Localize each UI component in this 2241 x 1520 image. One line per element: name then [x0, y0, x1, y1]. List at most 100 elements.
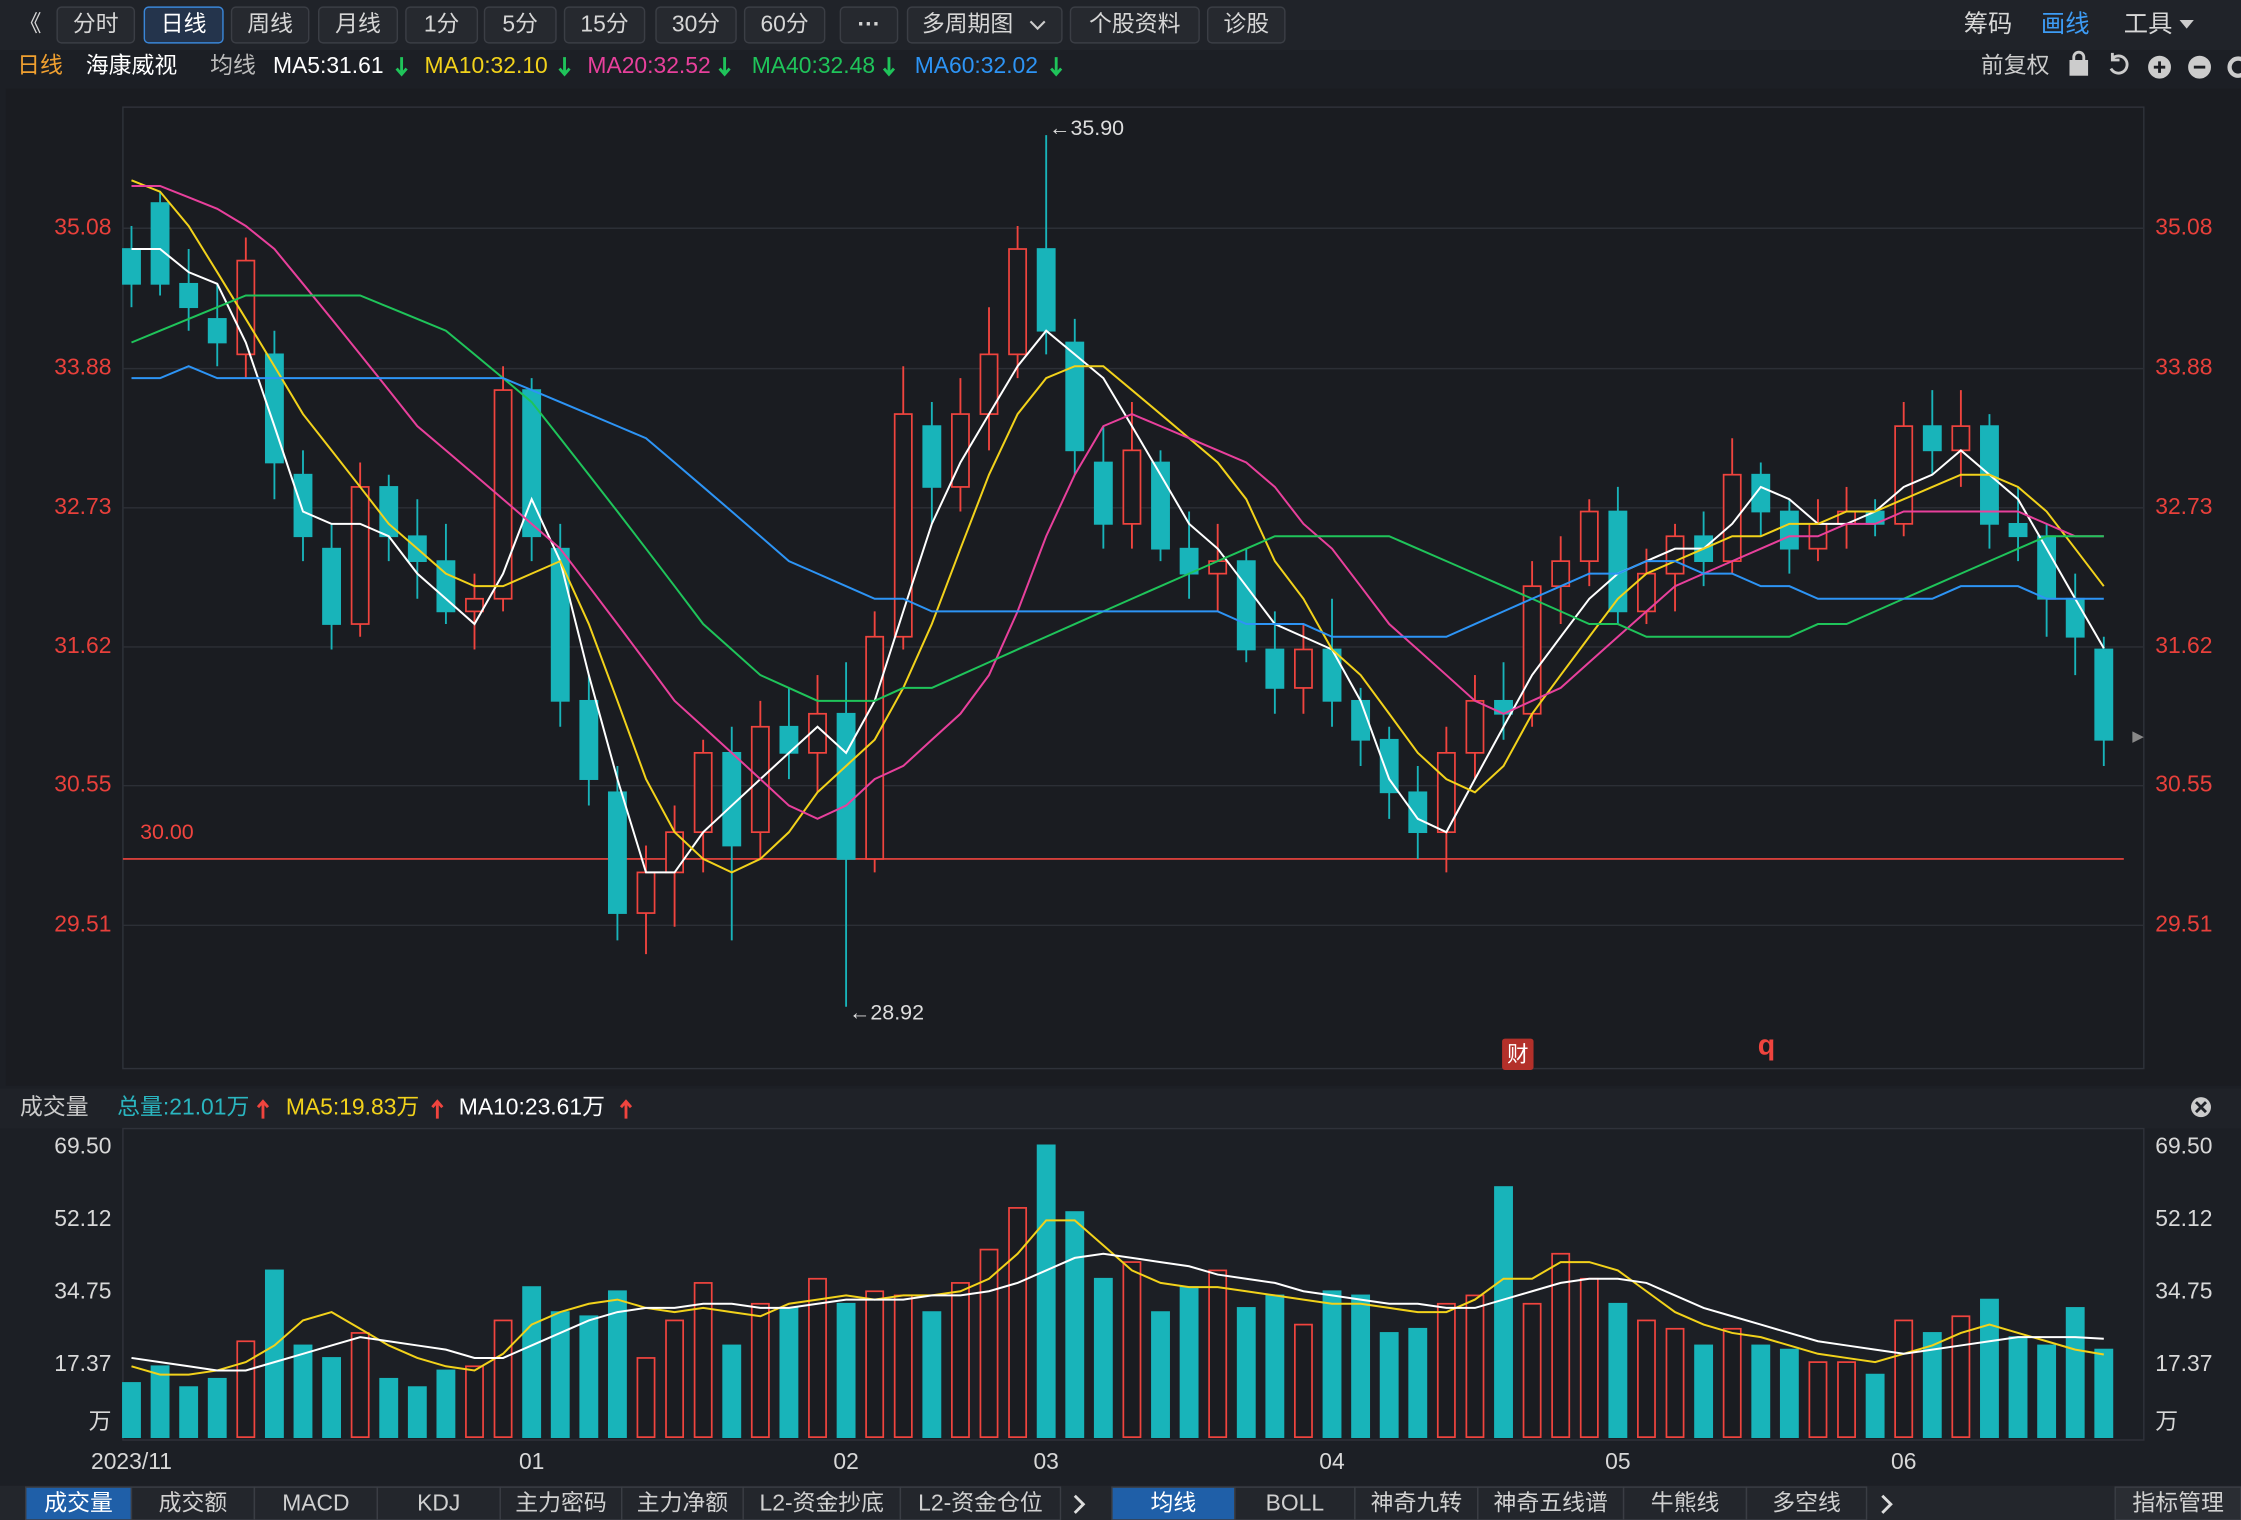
- candle-body: [1751, 473, 1771, 513]
- volume-bar: [1751, 1344, 1771, 1439]
- candle-body: [1551, 560, 1571, 588]
- candle-body: [236, 259, 256, 356]
- x-tick-label: 06: [1891, 1448, 1916, 1474]
- volume-bar: [1865, 1373, 1885, 1438]
- x-tick-label: 04: [1319, 1448, 1345, 1474]
- volume-bar: [607, 1290, 627, 1438]
- volume-plot-frame: [122, 1127, 2145, 1441]
- volume-bar: [722, 1344, 742, 1439]
- settings-icon[interactable]: [2227, 56, 2241, 78]
- q-marker: q: [1758, 1030, 1775, 1062]
- toolbar-button-label: 日线: [161, 11, 207, 37]
- toolbar-button-label: 诊股: [1223, 11, 1269, 37]
- volume-bar: [1436, 1302, 1456, 1438]
- indicator-tab-label: 主力密码: [515, 1489, 606, 1515]
- candle-body: [1779, 510, 1799, 550]
- indicator-tab[interactable]: [1354, 1486, 1479, 1520]
- toolbar-button[interactable]: [563, 6, 646, 44]
- toolbar-right-item[interactable]: 画线: [2041, 11, 2090, 38]
- lock-icon[interactable]: [2069, 60, 2089, 76]
- toolbar-button[interactable]: [143, 6, 224, 44]
- volume-bar: [836, 1302, 856, 1438]
- toolbar-button[interactable]: [839, 6, 899, 44]
- candle-body: [293, 473, 313, 538]
- toolbar-right-item[interactable]: 筹码: [1964, 11, 2013, 38]
- volume-bar: [1151, 1311, 1170, 1439]
- x-tick-label: 02: [833, 1448, 858, 1474]
- stock-name: 海康威视: [86, 52, 178, 78]
- toolbar-button[interactable]: [1069, 6, 1200, 44]
- ma-line: [131, 365, 2104, 638]
- candle-body: [893, 413, 913, 638]
- y-tick-label: 52.12: [54, 1205, 111, 1231]
- candle-body: [264, 353, 284, 464]
- candle-body: [1894, 425, 1914, 525]
- finance-marker-box[interactable]: [1502, 1038, 1534, 1070]
- indicator-tab[interactable]: [1477, 1486, 1625, 1520]
- volume-bar: [1551, 1252, 1571, 1439]
- volume-bar: [1779, 1348, 1799, 1438]
- period-label: 日线: [17, 52, 63, 78]
- volume-bar: [1894, 1319, 1914, 1439]
- volume-bar: [1522, 1302, 1542, 1438]
- indicator-tab-label: 均线: [1151, 1489, 1197, 1515]
- volume-bar: [1408, 1327, 1428, 1438]
- candle-body: [579, 699, 599, 780]
- chart-icons: [2069, 50, 2241, 79]
- y-tick-label-right: 29.51: [2155, 910, 2212, 936]
- indicator-tab[interactable]: [1111, 1486, 1236, 1520]
- y-tick-label: 29.51: [54, 910, 111, 936]
- volume-bar: [1065, 1211, 1085, 1438]
- manage-button[interactable]: [2114, 1486, 2241, 1520]
- x-tick-label: 2023/11: [91, 1448, 172, 1474]
- toolbar-button[interactable]: [405, 6, 479, 44]
- volume-bar: [893, 1294, 913, 1438]
- indicator-tab-label: 神奇五线谱: [1494, 1489, 1608, 1515]
- candle-body: [865, 635, 885, 860]
- toolbar-button[interactable]: [317, 6, 399, 44]
- y-tick-label-right: 35.08: [2155, 213, 2212, 239]
- volume-bar: [1637, 1319, 1656, 1439]
- candle-body: [1379, 738, 1399, 794]
- tab-scroll[interactable]: [1881, 1494, 1893, 1514]
- volume-bar: [1694, 1344, 1714, 1439]
- volume-bar: [779, 1307, 799, 1439]
- toolbar-button[interactable]: [483, 6, 557, 44]
- y-tick-label: 35.08: [54, 213, 111, 239]
- indicator-tab[interactable]: [899, 1486, 1062, 1520]
- candle-body: [1008, 248, 1028, 356]
- y-tick-label: 69.50: [54, 1132, 111, 1158]
- toolbar-button[interactable]: [655, 6, 737, 44]
- candle-body: [1522, 585, 1542, 715]
- toolbar-button[interactable]: [743, 6, 826, 44]
- candle-body: [1093, 461, 1113, 525]
- y-tick-label-right: 34.75: [2155, 1277, 2212, 1303]
- toolbar-button[interactable]: [1206, 6, 1286, 44]
- volume-bar: [950, 1282, 970, 1438]
- zoom-in-plus: [2153, 61, 2166, 73]
- legend-entry: MA5:31.61: [273, 52, 384, 78]
- indicator-tab[interactable]: [253, 1486, 379, 1520]
- toolbar-right-item[interactable]: 工具: [2124, 11, 2173, 38]
- volume-bar: [407, 1386, 427, 1439]
- x-tick-label: 03: [1033, 1448, 1058, 1474]
- volume-bar: [207, 1377, 227, 1439]
- tab-scroll[interactable]: [1073, 1494, 1086, 1514]
- undo-icon[interactable]: [2109, 52, 2129, 75]
- indicator-tab-label: 成交量: [44, 1489, 113, 1515]
- legend-entry: MA20:32.52: [587, 52, 710, 78]
- toolbar-button[interactable]: [906, 6, 1063, 44]
- toolbar-button[interactable]: [56, 6, 136, 44]
- indicator-tab[interactable]: [1745, 1486, 1868, 1520]
- volume-bar: [1722, 1327, 1742, 1438]
- indicator-tab-label: MACD: [282, 1489, 349, 1515]
- legend-entry: MA60:32.02: [915, 52, 1038, 78]
- toolbar-button-label: 月线: [335, 11, 381, 37]
- toolbar-button[interactable]: [230, 6, 310, 44]
- indicator-tab[interactable]: [1234, 1486, 1356, 1520]
- indicator-tab[interactable]: [742, 1486, 902, 1520]
- indicator-tab[interactable]: [499, 1486, 623, 1520]
- volume-bar: [150, 1365, 170, 1439]
- close-panel-cross: [2194, 1101, 2207, 1114]
- indicator-tab[interactable]: [376, 1486, 501, 1520]
